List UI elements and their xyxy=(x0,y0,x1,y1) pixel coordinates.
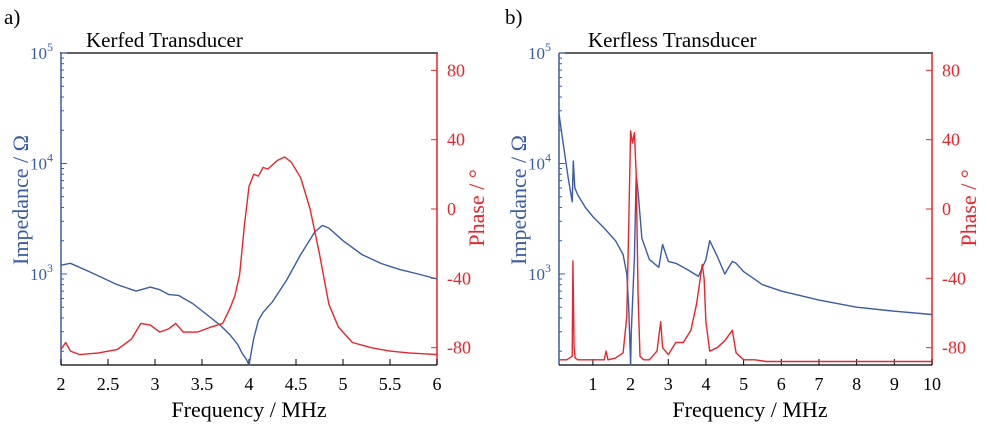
y2-tick-label: -80 xyxy=(447,338,471,358)
y2-tick-label: 40 xyxy=(447,130,465,150)
panel-a-series xyxy=(60,156,438,366)
x-tick-label: 5 xyxy=(739,374,748,394)
x-tick-label: 10 xyxy=(923,374,941,394)
y-tick-label: 103 xyxy=(30,261,53,284)
impedance-series-line xyxy=(60,224,438,366)
panel-b-label: b) xyxy=(505,5,523,29)
x-tick-label: 5.5 xyxy=(379,374,402,394)
x-tick-label: 4.5 xyxy=(285,374,308,394)
panel-a-kerfed: a) Kerfed Transducer 2 2.5 3 3.5 4 4.5 5 5.5 6 1… xyxy=(4,5,489,422)
panel-b-y2label: Phase / ° xyxy=(956,169,981,246)
impedance-series-line xyxy=(558,114,933,366)
y2-tick-label: 0 xyxy=(447,199,456,219)
x-tick-label: 4 xyxy=(701,374,710,394)
x-tick-label: 1 xyxy=(588,374,597,394)
panel-b-y-ticks: 103 104 105 xyxy=(528,40,565,352)
panel-a-label: a) xyxy=(4,5,20,29)
panel-b-ylabel: Impedance / Ω xyxy=(506,135,531,265)
phase-series-line xyxy=(559,130,932,363)
panel-b-kerfless: b) Kerfless Transducer 1 2 3 4 5 6 7 8 9 10 10310… xyxy=(505,5,981,422)
x-tick-label: 6 xyxy=(433,374,442,394)
x-tick-label: 2.5 xyxy=(97,374,120,394)
x-tick-label: 8 xyxy=(852,374,861,394)
y2-tick-label: -80 xyxy=(942,338,966,358)
phase-series-line xyxy=(60,156,438,356)
panel-b-series xyxy=(558,114,933,366)
y-tick-label: 104 xyxy=(30,150,53,173)
x-tick-label: 2 xyxy=(57,374,66,394)
y2-tick-label: 80 xyxy=(942,60,960,80)
x-tick-label: 9 xyxy=(890,374,899,394)
x-tick-label: 3 xyxy=(151,374,160,394)
panel-a-xlabel: Frequency / MHz xyxy=(171,397,326,422)
y2-tick-label: 80 xyxy=(447,60,465,80)
x-tick-label: 5 xyxy=(339,374,348,394)
y2-tick-label: 40 xyxy=(942,130,960,150)
panel-a-y-ticks: 103 104 105 xyxy=(30,40,67,352)
x-tick-label: 7 xyxy=(814,374,823,394)
y2-tick-label: -40 xyxy=(942,268,966,288)
panel-b-title: Kerfless Transducer xyxy=(588,28,757,52)
x-tick-label: 6 xyxy=(777,374,786,394)
panel-b-xlabel: Frequency / MHz xyxy=(672,397,827,422)
y-tick-label: 104 xyxy=(528,150,551,173)
panel-b-y2-ticks: 80 40 0 -40 -80 xyxy=(926,60,966,358)
panel-a-ylabel: Impedance / Ω xyxy=(8,135,33,265)
panel-a-title: Kerfed Transducer xyxy=(86,28,243,52)
x-tick-label: 2 xyxy=(626,374,635,394)
x-tick-label: 4 xyxy=(245,374,254,394)
panel-a-y2label: Phase / ° xyxy=(464,169,489,246)
y-tick-label: 103 xyxy=(528,261,551,284)
x-tick-label: 3 xyxy=(664,374,673,394)
y-tick-label: 105 xyxy=(30,40,53,63)
x-tick-label: 3.5 xyxy=(191,374,214,394)
y-tick-label: 105 xyxy=(528,40,551,63)
panel-b-x-ticks: 1 2 3 4 5 6 7 8 9 10 xyxy=(588,359,941,394)
y2-tick-label: 0 xyxy=(942,199,951,219)
panel-a-y2-ticks: 80 40 0 -40 -80 xyxy=(431,60,471,358)
y2-tick-label: -40 xyxy=(447,268,471,288)
